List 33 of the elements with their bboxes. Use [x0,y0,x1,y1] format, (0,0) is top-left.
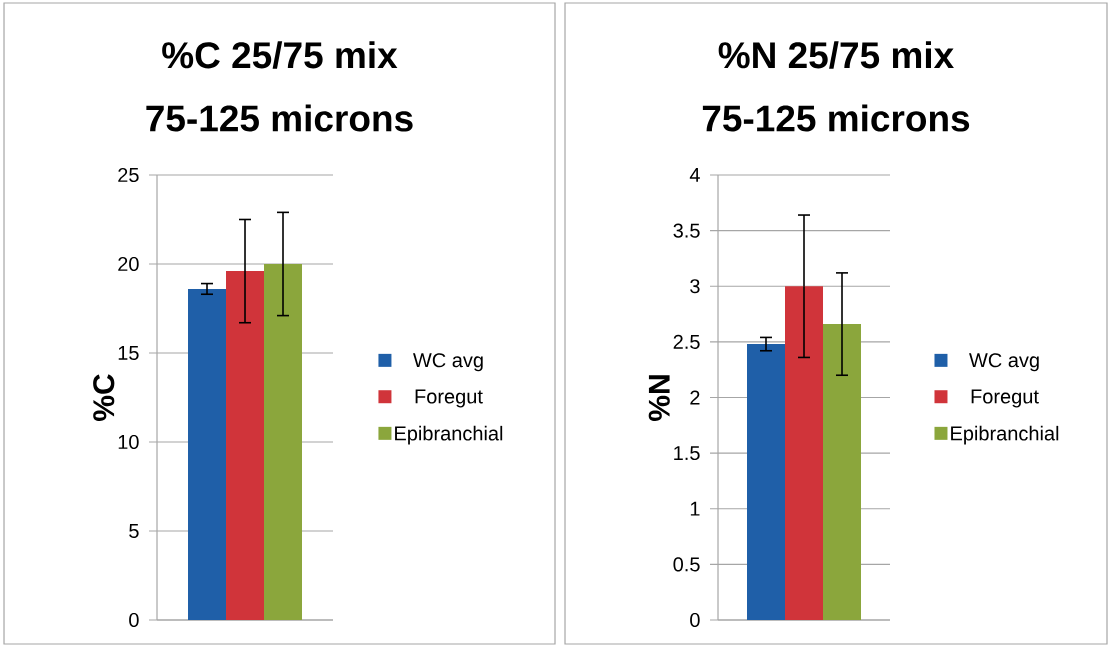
bar [747,344,785,620]
chart-title: %N 25/75 mix [718,41,954,69]
y-tick-label: 0 [129,612,139,628]
legend-label: Epibranchial [951,425,1059,445]
y-tick-label: 2.5 [673,334,700,349]
y-tick-label: 10 [118,434,139,450]
chart-title: %C 25/75 mix [162,41,398,69]
y-axis-title: %C [93,374,115,421]
legend-label: Epibranchial [395,425,503,445]
legend-label: WC avg [413,353,483,372]
y-tick-label: 0 [690,612,700,628]
y-tick-label: 3.5 [673,223,700,238]
bar [188,288,227,620]
legend-label: Foregut [415,389,483,408]
bar [226,271,265,620]
bar [823,324,862,620]
y-tick-label: 3 [690,279,700,294]
bar [785,286,823,620]
y-tick-label: 1.5 [674,446,700,461]
y-axis-title: %N [648,375,670,421]
y-tick-label: 25 [118,167,139,183]
y-tick-label: 2 [690,390,700,405]
y-tick-label: 20 [118,256,139,272]
chart-subtitle: 75-125 microns [146,104,413,132]
y-tick-label: 1 [690,501,700,516]
y-tick-label: 15 [118,346,139,360]
legend-label: WC avg [969,353,1039,372]
bar [264,263,303,620]
y-tick-label: 5 [129,524,139,538]
legend-label: Foregut [971,389,1039,408]
y-tick-label: 0.5 [673,557,700,572]
chart-subtitle: 75-125 microns [702,104,970,132]
y-tick-label: 4 [689,168,700,182]
